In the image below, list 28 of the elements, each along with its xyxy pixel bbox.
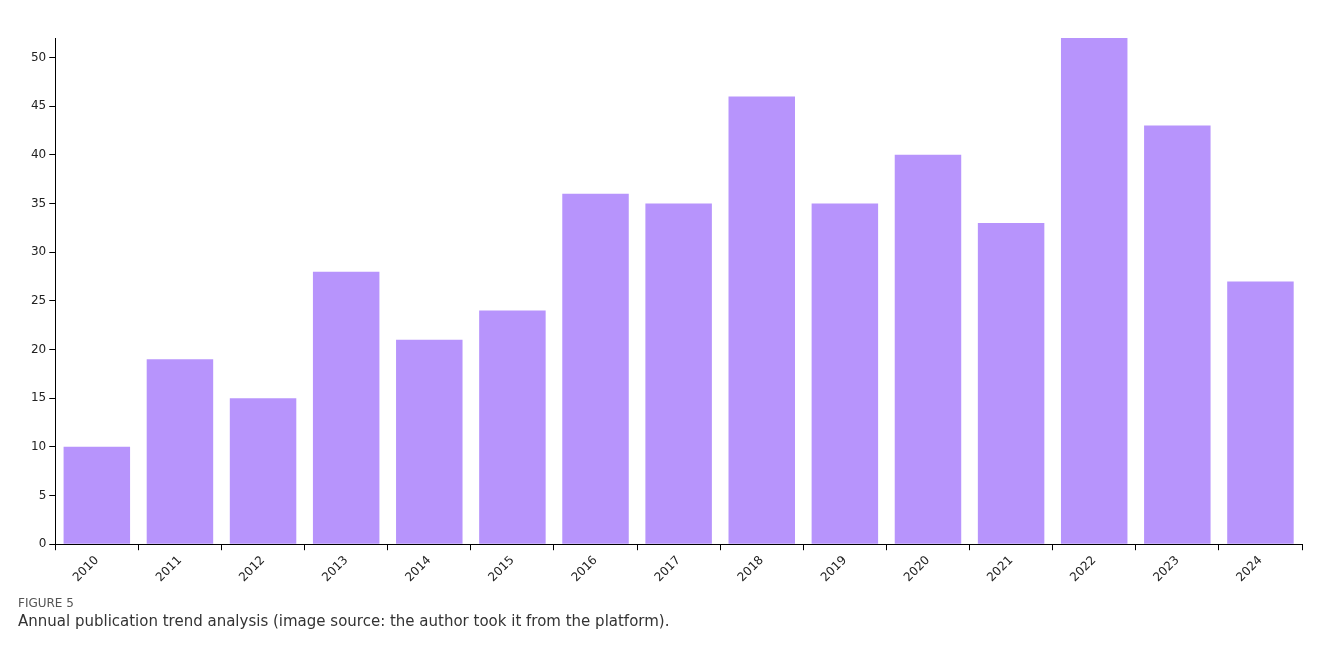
y-tick-label: 15 <box>30 390 47 405</box>
y-tick-label: 10 <box>30 439 47 453</box>
bar <box>1227 281 1294 544</box>
y-tick-label: 5 <box>38 487 47 502</box>
bar <box>562 193 629 544</box>
bar <box>977 222 1045 544</box>
bar <box>146 359 214 544</box>
y-tick-label: 0 <box>38 536 47 551</box>
bar <box>396 339 463 544</box>
bar <box>479 310 546 544</box>
bar <box>229 398 297 544</box>
y-tick-label: 40 <box>30 146 47 161</box>
bar <box>645 203 712 544</box>
bar <box>728 96 795 544</box>
y-tick-label: 50 <box>30 49 47 64</box>
bar <box>312 271 380 544</box>
bar <box>811 203 879 544</box>
y-tick-label: 35 <box>30 195 47 210</box>
bar <box>894 154 962 544</box>
y-tick-label: 25 <box>30 292 47 307</box>
bar <box>1144 125 1211 544</box>
y-tick-label: 30 <box>30 244 47 259</box>
y-tick-label: 20 <box>30 341 47 356</box>
bar <box>63 446 131 544</box>
caption: FIGURE 5 <box>18 596 75 610</box>
text: Annual publication trend analysis (image source: the author took it from the platform). <box>18 612 671 630</box>
y-tick-label: 45 <box>30 98 47 113</box>
bar <box>1060 38 1128 544</box>
